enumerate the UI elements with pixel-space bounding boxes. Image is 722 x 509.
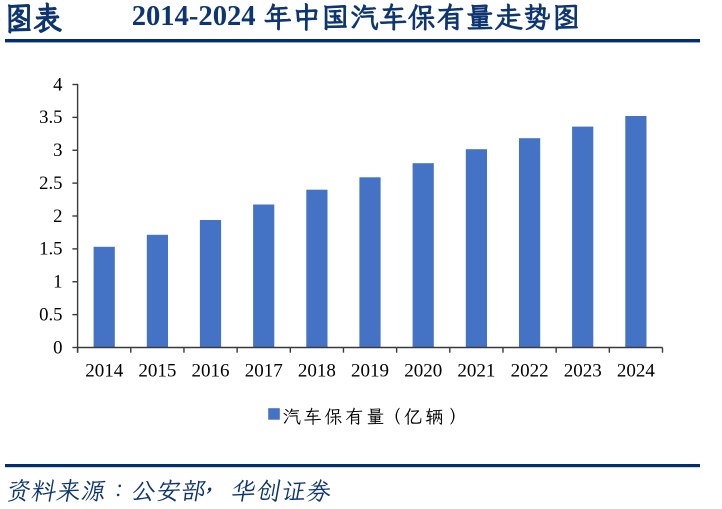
svg-text:2.5: 2.5	[39, 173, 62, 194]
svg-text:2019: 2019	[351, 360, 389, 381]
svg-text:0.5: 0.5	[39, 304, 62, 325]
svg-text:1.5: 1.5	[39, 239, 62, 260]
svg-text:2014: 2014	[85, 360, 124, 381]
svg-text:4: 4	[53, 74, 63, 95]
svg-text:2022: 2022	[511, 360, 549, 381]
svg-text:2016: 2016	[192, 360, 230, 381]
svg-text:2014-2024: 2014-2024	[132, 1, 256, 32]
svg-text:3: 3	[53, 140, 62, 161]
svg-text:2023: 2023	[564, 360, 602, 381]
svg-text:2024: 2024	[617, 360, 656, 381]
svg-text:2021: 2021	[457, 360, 495, 381]
svg-text:1: 1	[53, 272, 62, 293]
svg-text:0: 0	[53, 337, 62, 358]
svg-text:2020: 2020	[404, 360, 442, 381]
svg-text:2: 2	[53, 206, 62, 227]
svg-text:2017: 2017	[245, 360, 283, 381]
svg-text:2018: 2018	[298, 360, 336, 381]
svg-text:2015: 2015	[138, 360, 176, 381]
svg-text:3.5: 3.5	[39, 107, 62, 128]
